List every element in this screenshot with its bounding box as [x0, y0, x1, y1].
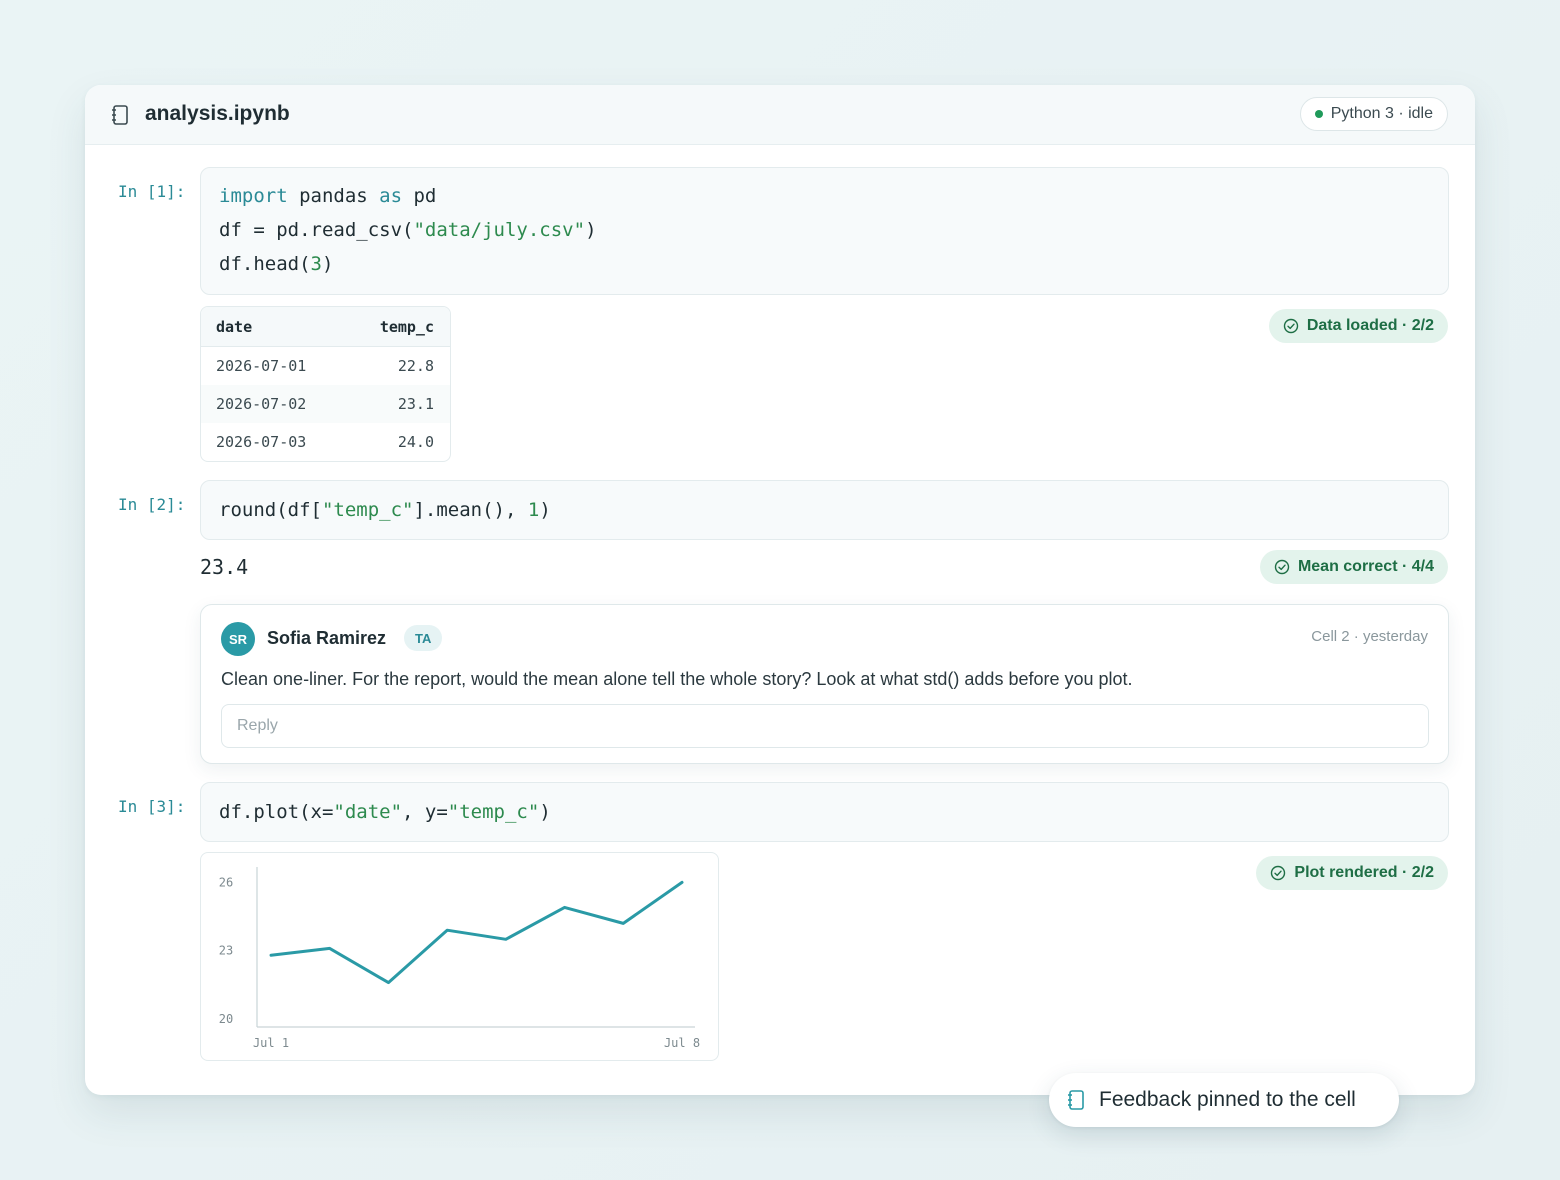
check-circle-icon [1283, 318, 1299, 334]
code-token: "temp_c" [447, 801, 540, 823]
x-tick-label: Jul 8 [664, 1036, 700, 1050]
check-badge-data-loaded: Data loaded · 2/2 [1268, 309, 1448, 343]
kernel-status-label: Python 3 · idle [1330, 105, 1433, 122]
cell-2-code[interactable]: round(df["temp_c"].mean(), 1) [200, 480, 1449, 540]
series-line [269, 880, 684, 985]
check-badge-label: Data loaded · 2/2 [1306, 317, 1434, 334]
kernel-status-dot [1314, 110, 1323, 118]
code-line: import pandas as pd [219, 185, 437, 207]
table-cell: 22.8 [397, 357, 434, 375]
x-tick-label: Jul 1 [253, 1036, 289, 1050]
cell-1-prompt: In [1]: [118, 182, 186, 201]
code-line: df.plot(x="date", y="temp_c") [219, 801, 551, 823]
table-cell: 2026-07-03 [216, 433, 307, 451]
toast-text: Feedback pinned to the cell [1099, 1088, 1356, 1111]
cell-2-prompt: In [2]: [118, 495, 186, 514]
table-cell: 2026-07-01 [216, 357, 307, 375]
table-row: 2026-07-02 23.1 [201, 385, 450, 423]
code-token: "temp_c" [321, 499, 414, 521]
notebook-window: analysis.ipynb Python 3 · idle In [1]: i… [85, 85, 1475, 1095]
role-badge: TA [404, 625, 443, 651]
code-line: round(df["temp_c"].mean(), 1) [219, 499, 551, 521]
comment-body: Clean one-liner. For the report, would t… [221, 669, 1133, 689]
comment-meta: Cell 2 · yesterday [1311, 628, 1428, 645]
check-badge-label: Mean correct · 4/4 [1297, 558, 1434, 575]
table-row: 2026-07-03 24.0 [201, 423, 450, 461]
kernel-status[interactable]: Python 3 · idle [1299, 97, 1448, 131]
y-tick-label: 23 [219, 944, 233, 958]
code-token: 1 [527, 499, 540, 521]
table-row: 2026-07-01 22.8 [201, 347, 450, 385]
dataframe-output: date temp_c 2026-07-01 22.8 2026-07-02 2… [200, 306, 451, 462]
plot-output: 26 23 20 Jul 1 Jul 8 [200, 852, 719, 1061]
check-badge-plot-rendered: Plot rendered · 2/2 [1256, 856, 1448, 890]
y-tick-label: 26 [219, 875, 233, 889]
notebook-title: analysis.ipynb [145, 102, 290, 125]
code-token: as [379, 185, 403, 207]
code-line: df.head(3) [219, 253, 334, 275]
notebook-icon [1068, 1090, 1084, 1110]
code-token: "date" [333, 801, 403, 823]
code-token: "data/july.csv" [413, 219, 586, 241]
cell-2-output: 23.4 [200, 555, 249, 579]
code-line: df = pd.read_csv("data/july.csv") [219, 219, 597, 241]
code-token: import [219, 185, 288, 207]
column-header: temp_c [379, 317, 434, 336]
feedback-toast: Feedback pinned to the cell [1049, 1073, 1399, 1127]
notebook-icon [112, 105, 128, 125]
table-header: date temp_c [201, 307, 450, 347]
line-chart: 26 23 20 Jul 1 Jul 8 [219, 867, 700, 1050]
check-circle-icon [1274, 559, 1290, 575]
notebook-titlebar: analysis.ipynb Python 3 · idle [85, 85, 1475, 145]
cell-3-code[interactable]: df.plot(x="date", y="temp_c") [200, 782, 1449, 842]
cell-3-prompt: In [3]: [118, 797, 186, 816]
y-tick-label: 20 [219, 1012, 233, 1026]
comment-author: Sofia Ramirez [267, 628, 387, 648]
table-cell: 2026-07-02 [216, 395, 307, 413]
review-comment: SR Sofia Ramirez TA Cell 2 · yesterday C… [200, 604, 1449, 764]
avatar: SR [221, 622, 255, 656]
check-badge-label: Plot rendered · 2/2 [1294, 864, 1434, 881]
code-token: 3 [310, 253, 322, 275]
table-cell: 24.0 [397, 433, 434, 451]
cell-1-code[interactable]: import pandas as pd df = pd.read_csv("da… [200, 167, 1449, 295]
table-cell: 23.1 [397, 395, 434, 413]
reply-input[interactable] [221, 704, 1429, 748]
check-badge-mean-correct: Mean correct · 4/4 [1259, 550, 1448, 584]
check-circle-icon [1271, 865, 1286, 881]
column-header: date [216, 317, 253, 336]
